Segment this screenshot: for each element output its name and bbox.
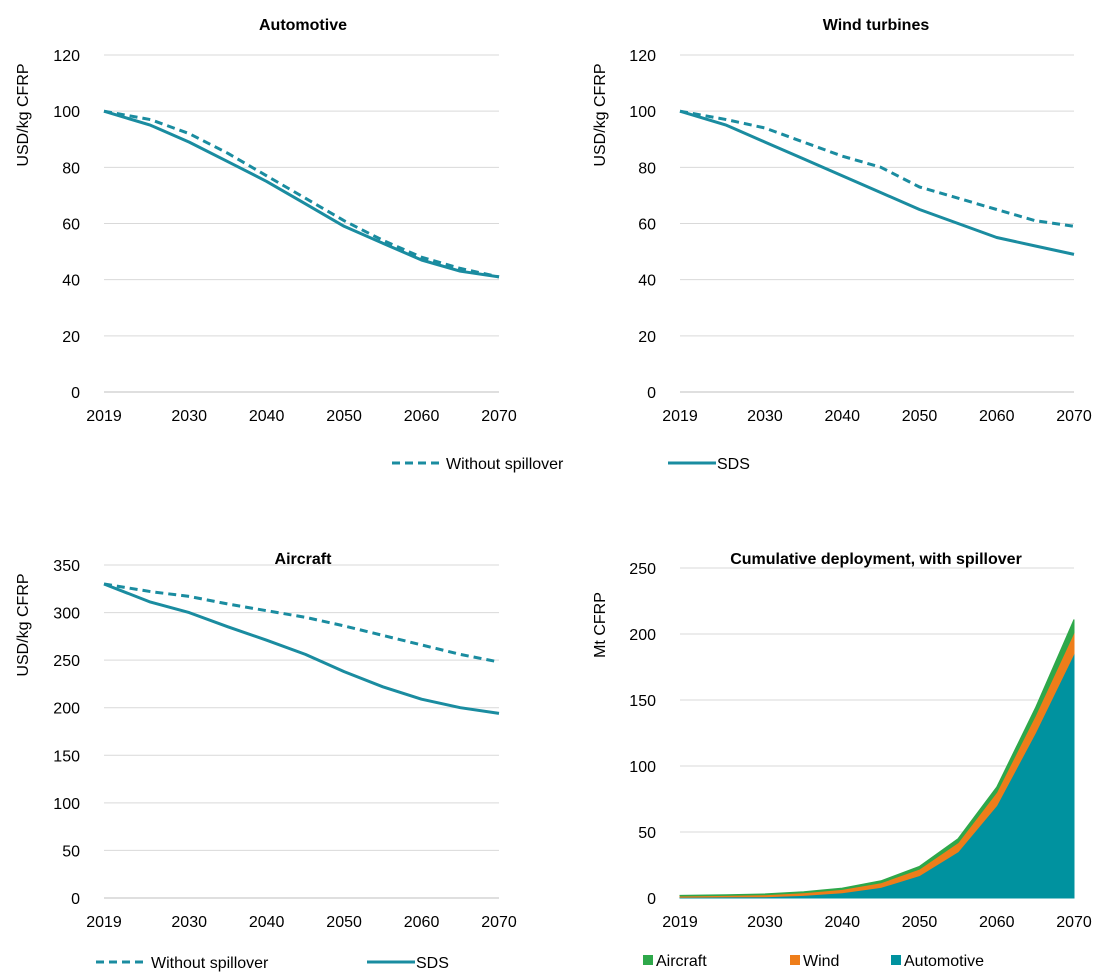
legend-without-spillover-label: Without spillover	[151, 955, 269, 972]
panel-title-automotive: Automotive	[259, 17, 347, 34]
y-tick-label: 120	[53, 48, 80, 65]
y-tick-label: 20	[62, 329, 80, 346]
legend-bottom-right: Aircraft Wind Automotive	[643, 953, 984, 970]
legend-top: Without spillover SDS	[392, 456, 750, 473]
legend-wind-swatch	[790, 955, 800, 965]
panel-title-wind-turbines: Wind turbines	[823, 17, 930, 34]
x-tick-label: 2019	[86, 914, 122, 931]
x-tick-label: 2070	[481, 914, 517, 931]
x-tick-label: 2019	[86, 408, 122, 425]
series-line-without-spillover	[103, 582, 500, 664]
y-tick-label: 40	[638, 273, 656, 290]
y-tick-label: 150	[53, 748, 80, 765]
x-tick-label: 2030	[171, 914, 207, 931]
x-tick-label: 2050	[326, 408, 362, 425]
series-line-sds	[679, 109, 1075, 256]
series-line-sds	[103, 582, 500, 715]
series-line-without-spillover	[103, 109, 500, 279]
x-tick-label: 2019	[662, 914, 698, 931]
legend-wind-label: Wind	[803, 953, 839, 970]
x-tick-label: 2070	[1056, 408, 1092, 425]
y-tick-label: 100	[53, 104, 80, 121]
y-tick-label: 100	[53, 796, 80, 813]
y-tick-label: 350	[53, 558, 80, 575]
y-tick-label: 300	[53, 606, 80, 623]
x-tick-label: 2040	[824, 914, 860, 931]
panel-title-aircraft: Aircraft	[275, 551, 333, 568]
y-tick-label: 50	[638, 825, 656, 842]
legend-aircraft-label: Aircraft	[656, 953, 707, 970]
y-tick-label: 250	[53, 653, 80, 670]
x-tick-label: 2030	[747, 408, 783, 425]
x-tick-label: 2050	[326, 914, 362, 931]
y-tick-label: 100	[629, 104, 656, 121]
y-tick-label: 40	[62, 273, 80, 290]
x-tick-label: 2030	[747, 914, 783, 931]
area-automotive	[679, 653, 1075, 899]
y-tick-label: 50	[62, 843, 80, 860]
y-tick-label: 0	[71, 385, 80, 402]
y-tick-label: 200	[629, 627, 656, 644]
chart-aircraft: 0 50 100 150 200 250 300 350 2019 2030 2040 2050 206…	[53, 558, 517, 931]
y-tick-label: 100	[629, 759, 656, 776]
series-line-sds	[103, 109, 500, 279]
chart-cumulative-deployment: 0 50 100 150 200 250 2019 2030 2040 2050 2060 2070	[629, 561, 1092, 931]
legend-automotive-swatch	[891, 955, 901, 965]
legend-sds-label: SDS	[416, 955, 449, 972]
legend-aircraft-swatch	[643, 955, 653, 965]
y-tick-label: 120	[629, 48, 656, 65]
legend-sds-label: SDS	[717, 456, 750, 473]
y-tick-label: 200	[53, 701, 80, 718]
y-tick-label: 60	[638, 217, 656, 234]
y-tick-label: 0	[647, 891, 656, 908]
x-tick-label: 2050	[902, 914, 938, 931]
legend-automotive-label: Automotive	[904, 953, 984, 970]
y-tick-label: 250	[629, 561, 656, 578]
panel-title-cumulative: Cumulative deployment, with spillover	[730, 551, 1022, 568]
series-line-without-spillover	[679, 109, 1075, 228]
x-tick-label: 2019	[662, 408, 698, 425]
y-tick-label: 150	[629, 693, 656, 710]
y-axis-label-wind-turbines: USD/kg CFRP	[592, 63, 609, 166]
x-tick-label: 2060	[979, 914, 1015, 931]
x-tick-label: 2030	[171, 408, 207, 425]
x-tick-label: 2040	[824, 408, 860, 425]
x-tick-label: 2070	[1056, 914, 1092, 931]
area-aircraft	[679, 619, 1075, 897]
y-axis-label-cumulative: Mt CFRP	[592, 592, 609, 658]
x-tick-label: 2070	[481, 408, 517, 425]
x-tick-label: 2040	[249, 914, 285, 931]
x-tick-label: 2060	[404, 914, 440, 931]
legend-bottom-left: Without spillover SDS	[96, 955, 449, 972]
y-tick-label: 60	[62, 217, 80, 234]
y-tick-label: 80	[62, 160, 80, 177]
legend-without-spillover-label: Without spillover	[446, 456, 564, 473]
y-tick-label: 20	[638, 329, 656, 346]
x-tick-label: 2060	[979, 408, 1015, 425]
y-axis-label-aircraft: USD/kg CFRP	[15, 573, 32, 676]
x-tick-label: 2060	[404, 408, 440, 425]
y-tick-label: 0	[71, 891, 80, 908]
x-tick-label: 2050	[902, 408, 938, 425]
y-tick-label: 80	[638, 160, 656, 177]
y-tick-label: 0	[647, 385, 656, 402]
y-axis-label-automotive: USD/kg CFRP	[15, 63, 32, 166]
x-tick-label: 2040	[249, 408, 285, 425]
